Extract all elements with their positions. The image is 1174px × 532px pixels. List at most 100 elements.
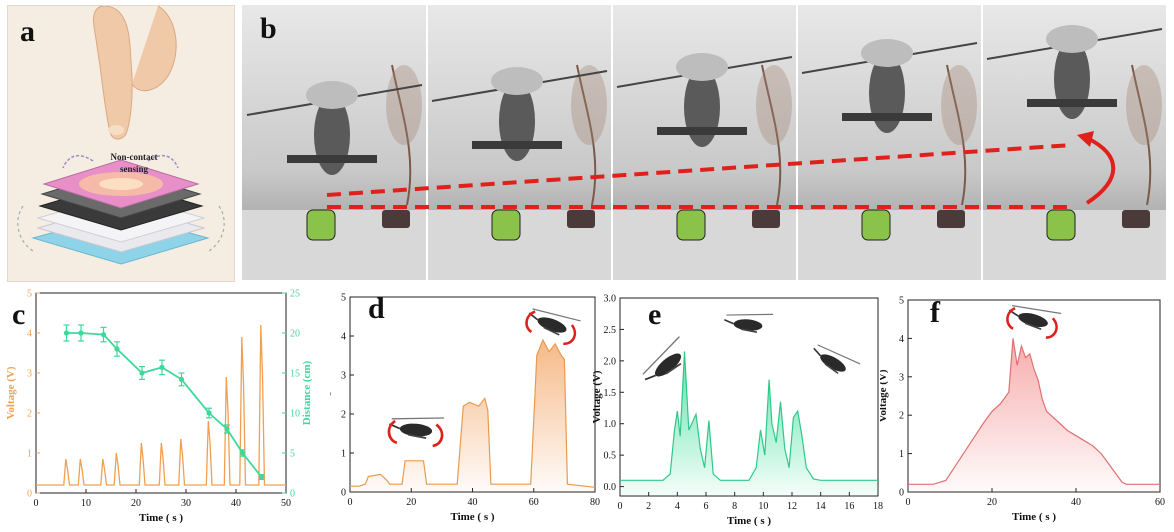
x-axis-title: Time ( s )	[727, 515, 771, 527]
panel-letter-c: c	[12, 298, 26, 331]
distance-point	[178, 376, 185, 382]
toy-car	[861, 209, 891, 241]
rotation-arrow	[1045, 317, 1058, 339]
x-axis-title: Time ( s )	[139, 512, 183, 524]
distance-point	[258, 474, 265, 480]
helicopter-wing	[287, 155, 377, 163]
rock	[1122, 210, 1150, 228]
tree-foliage	[941, 65, 977, 145]
panel-letter-b: b	[260, 12, 277, 45]
x-axis-title: Time ( s )	[1012, 511, 1056, 523]
y2-tick-label: 10	[290, 409, 300, 420]
y-tick-label: 3	[899, 372, 904, 383]
chart-e: 0 2 4 6 8 10 12 14 16 18 0.0 0.5 1.0 1.5 2.0 2.5 3.0 Time…	[593, 294, 883, 528]
helicopter-sequence-drawing	[242, 5, 1168, 280]
y-tick-label: 5	[899, 296, 904, 307]
rock	[567, 210, 595, 228]
x-tick-label: 12	[787, 501, 797, 512]
helicopter-wing	[657, 127, 747, 135]
x-tick-label: 6	[704, 501, 709, 512]
y-tick-label: 0	[27, 489, 32, 500]
helicopter-icon	[642, 336, 682, 381]
y2-tick-label: 20	[290, 329, 300, 340]
y-tick-label: 5	[341, 293, 346, 304]
y-tick-label: 1	[899, 449, 904, 460]
y-tick-label: 0	[899, 488, 904, 499]
x-tick-label: 14	[816, 501, 826, 512]
helicopter-top	[491, 67, 543, 95]
non-contact-label-line1: Non-contact	[111, 152, 158, 162]
x-tick-label: 50	[281, 498, 291, 509]
helicopter-icon	[525, 308, 581, 345]
frame-divider	[981, 5, 983, 280]
tree-branch	[946, 64, 967, 206]
chart-f: 0 20 40 60 0 1 2 3 4 5 Time ( s ) Voltage (V)	[880, 296, 1165, 524]
distance-point	[100, 332, 107, 338]
tree-foliage	[756, 65, 792, 145]
frame-divider	[1166, 5, 1168, 280]
x-tick-label: 80	[590, 497, 600, 508]
tree-branch	[576, 64, 597, 206]
distance-point	[159, 364, 165, 370]
rotation-arrow	[563, 324, 577, 345]
panel-b-photo-sequence	[242, 5, 1168, 280]
y-tick-label: 4	[341, 332, 346, 343]
y2-tick-label: 5	[290, 449, 295, 460]
helicopter-wing	[472, 141, 562, 149]
non-contact-label-line2: sensing	[120, 164, 149, 174]
y-tick-label: 2	[341, 410, 346, 421]
helicopter-icon	[1006, 305, 1062, 339]
x-tick-label: 18	[873, 501, 883, 512]
rock	[752, 210, 780, 228]
y-tick-label: 1	[27, 449, 32, 460]
rotation-arrow	[387, 419, 398, 445]
x-tick-label: 20	[987, 497, 997, 508]
panel-letter-e: e	[648, 298, 662, 331]
distance-point	[78, 330, 84, 336]
chart-d: 0 20 40 60 80 0 1 2 3 4 5 Time ( s ) Voltage (V)	[330, 293, 600, 524]
series-line	[620, 351, 878, 481]
toy-car	[1046, 209, 1076, 241]
y-tick-label: 1	[341, 449, 346, 460]
y-tick-label: 0	[341, 488, 346, 499]
distance-point	[239, 450, 246, 456]
helicopter-top	[306, 81, 358, 109]
panel-letter-a: a	[20, 15, 35, 48]
frame-divider	[611, 5, 613, 280]
y2-axis-title: Distance (cm)	[301, 360, 313, 425]
y-tick-label: 4	[899, 334, 904, 345]
y-tick-label: 4	[27, 329, 32, 340]
toy-car	[306, 209, 336, 241]
frame-divider	[426, 5, 428, 280]
x-tick-label: 0	[906, 497, 911, 508]
rock	[937, 210, 965, 228]
x-tick-label: 0	[34, 498, 39, 509]
y-axis-title: Voltage (V)	[880, 369, 889, 422]
distance-point	[63, 330, 70, 336]
y-tick-label: 2	[27, 409, 32, 420]
series-area	[620, 351, 878, 496]
y2-tick-label: 0	[290, 489, 295, 500]
distance-point	[114, 346, 120, 352]
y-tick-label: 3	[341, 371, 346, 382]
distance-line	[66, 332, 263, 478]
panel-letter-f: f	[930, 296, 940, 329]
x-tick-label: 20	[406, 497, 416, 508]
voltage-peaks-line	[36, 324, 286, 486]
helicopter-icon	[724, 313, 774, 333]
series-line	[908, 338, 1160, 485]
toy-car	[491, 209, 521, 241]
series-area	[350, 339, 595, 492]
helicopter-top	[676, 53, 728, 81]
y-tick-label: 0.0	[604, 482, 617, 493]
x-tick-label: 60	[1155, 497, 1165, 508]
y-tick-label: 0.5	[604, 451, 617, 462]
helicopter-top	[861, 39, 913, 67]
y-tick-label: 3	[27, 369, 32, 380]
y-tick-label: 1.5	[604, 388, 617, 399]
y-axis-title: Voltage (V)	[330, 368, 331, 421]
series-area	[908, 338, 1160, 492]
x-tick-label: 10	[81, 498, 91, 509]
x-tick-label: 20	[131, 498, 141, 509]
